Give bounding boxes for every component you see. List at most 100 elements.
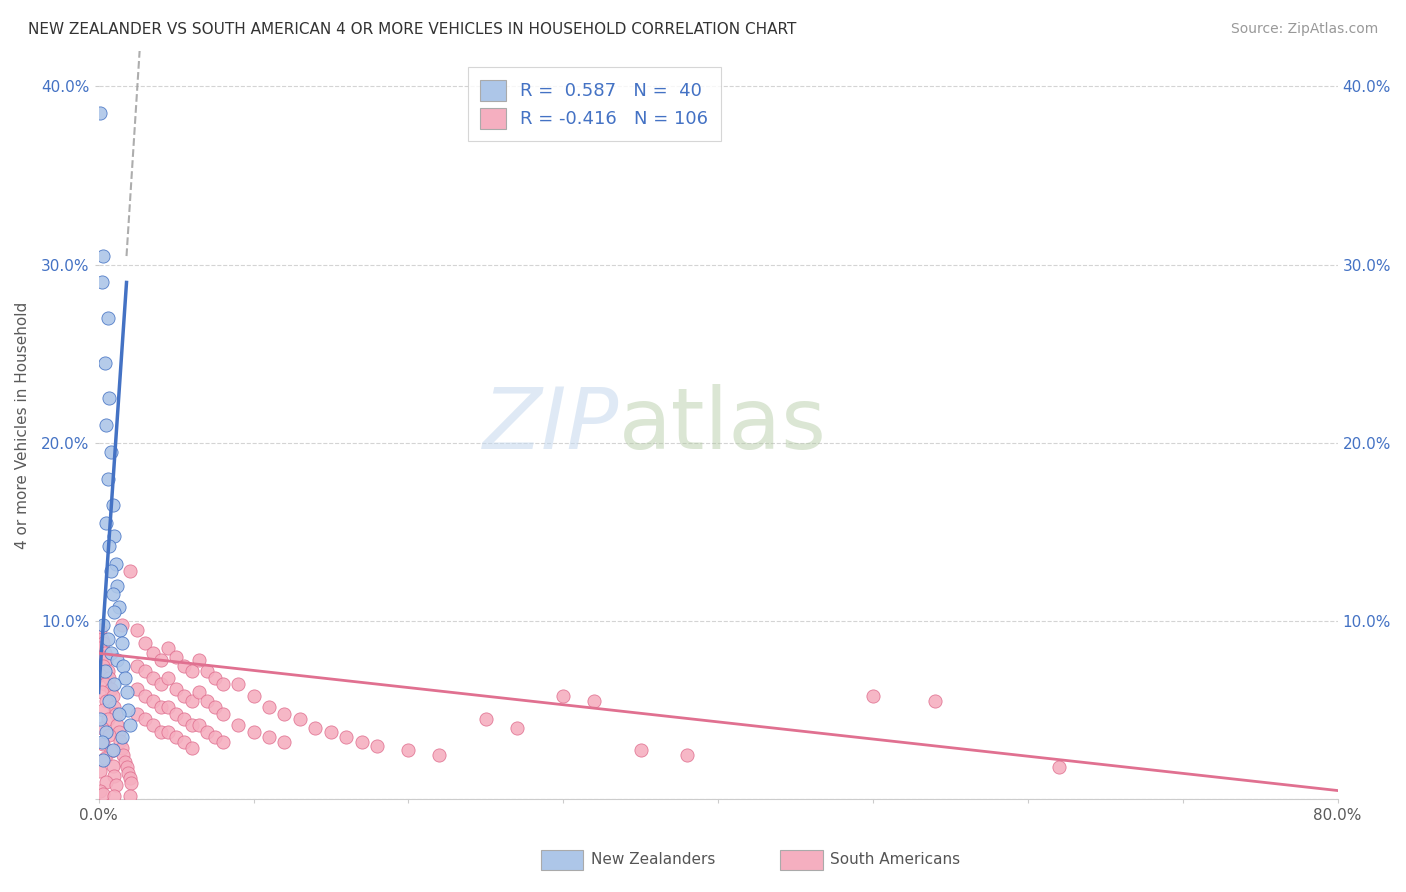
- Point: [105, 578, 128, 592]
- Point: [89, 712, 111, 726]
- Point: [165, 681, 187, 696]
- Point: [110, 733, 132, 747]
- Point: [97, 471, 120, 485]
- Point: [553, 689, 575, 703]
- Point: [127, 681, 149, 696]
- Point: [101, 742, 124, 756]
- Point: [127, 658, 149, 673]
- Point: [427, 747, 450, 762]
- Point: [127, 706, 149, 721]
- Point: [90, 721, 112, 735]
- Point: [676, 747, 699, 762]
- Point: [91, 753, 114, 767]
- Point: [103, 528, 125, 542]
- Point: [104, 557, 127, 571]
- Point: [94, 356, 117, 370]
- Point: [149, 724, 172, 739]
- Point: [173, 658, 195, 673]
- Point: [97, 632, 120, 646]
- Point: [90, 632, 112, 646]
- Point: [180, 694, 202, 708]
- Point: [118, 564, 141, 578]
- Point: [319, 724, 342, 739]
- Point: [117, 765, 139, 780]
- Point: [89, 106, 111, 120]
- Legend: R =  0.587   N =  40, R = -0.416   N = 106: R = 0.587 N = 40, R = -0.416 N = 106: [468, 67, 721, 142]
- Point: [100, 744, 122, 758]
- Text: NEW ZEALANDER VS SOUTH AMERICAN 4 OR MORE VEHICLES IN HOUSEHOLD CORRELATION CHAR: NEW ZEALANDER VS SOUTH AMERICAN 4 OR MOR…: [28, 22, 796, 37]
- Point: [118, 771, 141, 785]
- Point: [100, 445, 122, 459]
- Point: [94, 676, 117, 690]
- Point: [90, 685, 112, 699]
- Point: [149, 653, 172, 667]
- Point: [180, 740, 202, 755]
- Text: Source: ZipAtlas.com: Source: ZipAtlas.com: [1230, 22, 1378, 37]
- Point: [862, 689, 884, 703]
- Point: [94, 646, 117, 660]
- Point: [118, 717, 141, 731]
- Point: [97, 311, 120, 326]
- Point: [97, 712, 120, 726]
- Point: [111, 730, 134, 744]
- Point: [396, 742, 419, 756]
- Point: [211, 706, 233, 721]
- Point: [134, 664, 156, 678]
- Point: [211, 676, 233, 690]
- Point: [195, 664, 218, 678]
- Point: [97, 664, 120, 678]
- Point: [91, 787, 114, 801]
- Text: New Zealanders: New Zealanders: [591, 853, 714, 867]
- Point: [924, 694, 946, 708]
- Point: [134, 635, 156, 649]
- Text: South Americans: South Americans: [830, 853, 960, 867]
- Point: [89, 640, 111, 655]
- Point: [157, 640, 180, 655]
- Point: [149, 699, 172, 714]
- Point: [118, 789, 141, 803]
- Point: [114, 671, 136, 685]
- Point: [335, 730, 357, 744]
- Point: [91, 249, 114, 263]
- Point: [204, 730, 226, 744]
- Point: [583, 694, 606, 708]
- Point: [112, 658, 135, 673]
- Text: atlas: atlas: [619, 384, 827, 467]
- Point: [180, 664, 202, 678]
- Point: [288, 712, 311, 726]
- Point: [100, 681, 122, 696]
- Point: [105, 653, 128, 667]
- Point: [101, 587, 124, 601]
- Point: [188, 717, 211, 731]
- Point: [89, 623, 111, 637]
- Point: [98, 728, 121, 742]
- Point: [96, 694, 118, 708]
- Point: [257, 730, 280, 744]
- Point: [101, 758, 124, 772]
- Point: [91, 617, 114, 632]
- Point: [304, 721, 326, 735]
- Point: [94, 664, 117, 678]
- Point: [173, 735, 195, 749]
- Point: [103, 676, 125, 690]
- Point: [195, 724, 218, 739]
- Point: [90, 276, 112, 290]
- Point: [111, 740, 134, 755]
- Point: [89, 764, 111, 778]
- Point: [94, 751, 117, 765]
- Point: [180, 717, 202, 731]
- Point: [103, 769, 125, 783]
- Point: [107, 706, 129, 721]
- Point: [96, 418, 118, 433]
- Point: [91, 703, 114, 717]
- Point: [90, 649, 112, 664]
- Point: [89, 783, 111, 797]
- Point: [142, 694, 165, 708]
- Point: [104, 778, 127, 792]
- Point: [149, 676, 172, 690]
- Point: [630, 742, 652, 756]
- Point: [142, 646, 165, 660]
- Point: [188, 685, 211, 699]
- Point: [475, 712, 498, 726]
- Point: [211, 735, 233, 749]
